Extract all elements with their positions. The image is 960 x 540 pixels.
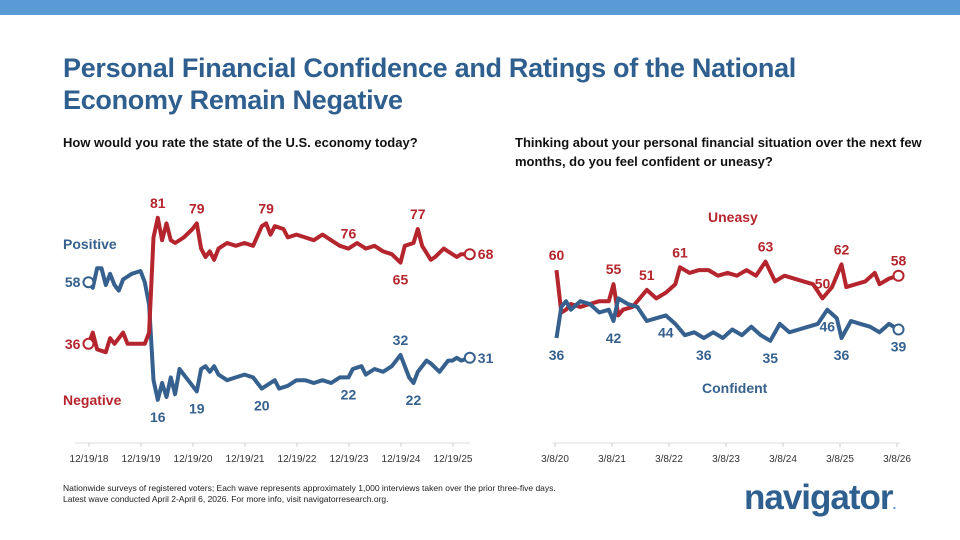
data-label: 36 (834, 347, 850, 363)
data-label: 44 (658, 324, 674, 340)
series-line-negative (86, 215, 470, 355)
data-label: 39 (891, 339, 907, 355)
x-tick-label: 12/19/21 (226, 454, 265, 465)
x-tick-label: 12/19/19 (122, 454, 161, 465)
x-tick-label: 3/8/20 (541, 454, 569, 465)
data-label: 51 (639, 267, 655, 283)
footnote-line-1: Nationwide surveys of registered voters;… (63, 483, 556, 493)
page-title: Personal Financial Confidence and Rating… (63, 53, 797, 115)
data-label: 19 (189, 400, 205, 416)
data-label: 76 (341, 226, 357, 242)
legend-negative: Negative (63, 392, 122, 408)
data-label: 77 (410, 206, 426, 222)
startpoint-marker-positive (82, 276, 95, 289)
data-label: 61 (672, 244, 688, 260)
x-tick-label: 3/8/21 (598, 454, 626, 465)
data-label: 36 (549, 347, 565, 363)
data-label: 36 (65, 336, 81, 352)
data-label: 60 (549, 247, 565, 263)
data-label: 42 (606, 330, 622, 346)
endpoint-marker-positive (463, 351, 476, 364)
series-line-positive (86, 266, 471, 402)
logo-dot: . (892, 496, 897, 512)
x-tick-label: 3/8/23 (712, 454, 740, 465)
legend-uneasy: Uneasy (708, 209, 758, 225)
x-tick-label: 12/19/25 (434, 454, 473, 465)
data-label: 62 (834, 241, 850, 257)
data-label: 79 (258, 200, 274, 216)
x-tick-label: 3/8/22 (655, 454, 683, 465)
data-label: 31 (478, 350, 494, 366)
top-accent-bar (0, 0, 960, 15)
x-tick-label: 12/19/23 (330, 454, 369, 465)
data-label: 32 (393, 332, 409, 348)
data-label: 63 (758, 239, 774, 255)
data-label: 22 (341, 386, 357, 402)
logo-text: navigator (744, 478, 894, 517)
endpoint-marker-uneasy (892, 269, 905, 282)
legend-positive: Positive (63, 236, 117, 252)
endpoint-marker-confident (892, 323, 905, 336)
data-label: 35 (762, 350, 778, 366)
endpoint-marker-negative (463, 248, 476, 261)
x-tick-label: 12/19/24 (382, 454, 421, 465)
data-label: 81 (150, 195, 166, 211)
x-tick-label: 12/19/20 (174, 454, 213, 465)
footnote-line-2: Latest wave conducted April 2-April 6, 2… (63, 494, 389, 504)
x-tick-label: 3/8/24 (769, 454, 797, 465)
startpoint-marker-negative (82, 337, 95, 350)
legend-confident: Confident (702, 380, 768, 396)
data-label: 20 (254, 398, 270, 414)
right-chart-question: Thinking about your personal financial s… (515, 135, 922, 169)
data-label: 46 (819, 319, 835, 335)
data-label: 79 (189, 200, 205, 216)
data-label: 22 (406, 392, 422, 408)
series-line-uneasy (554, 259, 900, 318)
series-line-confident (554, 296, 900, 343)
x-tick-label: 3/8/25 (826, 454, 854, 465)
data-label: 36 (696, 347, 712, 363)
data-label: 16 (150, 409, 166, 425)
data-label: 65 (393, 272, 409, 288)
data-label: 55 (606, 261, 622, 277)
left-chart-question: How would you rate the state of the U.S.… (63, 135, 418, 150)
x-tick-label: 3/8/26 (883, 454, 911, 465)
data-label: 58 (891, 253, 907, 269)
data-label: 68 (478, 246, 494, 262)
data-label: 58 (65, 274, 81, 290)
data-label: 50 (815, 275, 831, 291)
navigator-logo: navigator. (744, 478, 897, 518)
x-tick-label: 12/19/18 (70, 454, 109, 465)
footnote: Nationwide surveys of registered voters;… (63, 483, 556, 505)
x-tick-label: 12/19/22 (278, 454, 317, 465)
